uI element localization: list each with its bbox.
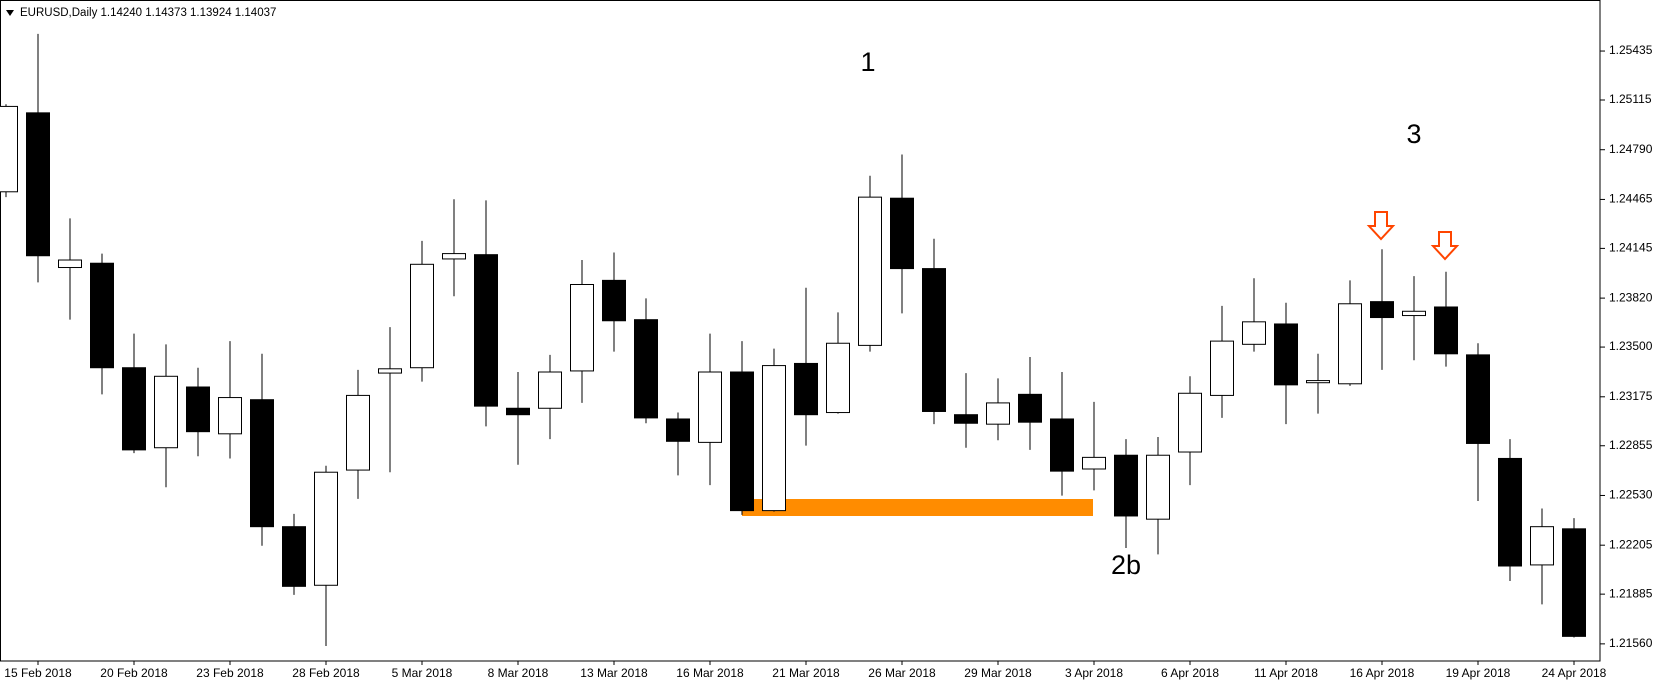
candle-body <box>954 414 978 424</box>
x-tick-label: 21 Mar 2018 <box>772 666 840 680</box>
y-tick-label: 1.22205 <box>1609 537 1653 551</box>
candle-body <box>826 342 850 414</box>
x-tick-label: 28 Feb 2018 <box>292 666 360 680</box>
candle-body <box>986 402 1010 425</box>
candle-body <box>1402 310 1426 317</box>
y-tick-label: 1.22530 <box>1609 488 1653 502</box>
y-tick-label: 1.23820 <box>1609 290 1653 304</box>
candle-body <box>1178 392 1202 453</box>
candle-body <box>26 112 50 257</box>
candle-body <box>890 197 914 270</box>
candle-body <box>90 262 114 369</box>
candle-body <box>570 283 594 372</box>
candle-body <box>730 371 754 512</box>
candle-body <box>250 399 274 528</box>
candle-body <box>186 386 210 433</box>
candle-body <box>1018 393 1042 423</box>
y-tick-label: 1.24145 <box>1609 241 1653 255</box>
y-tick-label: 1.25435 <box>1609 43 1653 57</box>
candle-body <box>1562 528 1586 637</box>
annotation: 3 <box>1406 119 1421 149</box>
x-tick-label: 23 Feb 2018 <box>196 666 264 680</box>
candle-body <box>1434 306 1458 355</box>
candle-body <box>1210 340 1234 396</box>
menu-triangle <box>6 10 14 16</box>
down-arrow <box>1366 211 1396 241</box>
x-tick-label: 11 Apr 2018 <box>1254 666 1318 680</box>
candle-body <box>218 397 242 435</box>
candle-body <box>474 254 498 407</box>
y-tick-label: 1.23175 <box>1609 389 1653 403</box>
candle-body <box>666 418 690 442</box>
annotation: 1 <box>860 47 875 77</box>
x-tick-label: 19 Apr 2018 <box>1446 666 1511 680</box>
candle-body <box>858 196 882 346</box>
y-tick-label: 1.23500 <box>1609 339 1653 353</box>
candle-body <box>1082 456 1106 470</box>
y-tick-label: 1.25115 <box>1609 92 1652 106</box>
x-tick-label: 20 Feb 2018 <box>100 666 168 680</box>
y-tick-label: 1.22855 <box>1609 438 1653 452</box>
candle-body <box>1274 323 1298 386</box>
candle-body <box>538 371 562 409</box>
candle-body <box>602 279 626 322</box>
x-tick-label: 5 Mar 2018 <box>392 666 453 680</box>
down-arrow <box>1430 231 1460 261</box>
candle-body <box>1466 354 1490 444</box>
candle-body <box>282 526 306 587</box>
candle-body <box>1050 418 1074 472</box>
candle-body <box>922 268 946 412</box>
candle-body <box>1114 454 1138 517</box>
candle-body <box>794 362 818 416</box>
candle-body <box>698 371 722 443</box>
candle-body <box>442 253 466 260</box>
chart-title: EURUSD,Daily 1.14240 1.14373 1.13924 1.1… <box>20 7 276 19</box>
y-tick-label: 1.21885 <box>1609 586 1653 600</box>
candle-body <box>410 263 434 369</box>
x-tick-label: 6 Apr 2018 <box>1161 666 1219 680</box>
zone-rectangle <box>742 499 1093 516</box>
candle-body <box>1146 454 1170 520</box>
candle-body <box>1530 526 1554 566</box>
candle-body <box>154 375 178 449</box>
candle-body <box>506 407 530 416</box>
plot-frame <box>0 0 1601 662</box>
candle-body <box>1338 303 1362 385</box>
x-tick-label: 16 Mar 2018 <box>676 666 744 680</box>
candle-body <box>1498 457 1522 567</box>
candle-body <box>634 319 658 419</box>
x-tick-label: 26 Mar 2018 <box>868 666 936 680</box>
candle-body <box>762 365 786 512</box>
candle-body <box>1370 301 1394 319</box>
candle-body <box>346 394 370 471</box>
annotation: 2b <box>1111 550 1141 580</box>
x-tick-label: 13 Mar 2018 <box>580 666 648 680</box>
y-tick-label: 1.24465 <box>1609 192 1653 206</box>
x-tick-label: 29 Mar 2018 <box>964 666 1032 680</box>
x-tick-label: 16 Apr 2018 <box>1350 666 1415 680</box>
candle-body <box>122 367 146 451</box>
x-tick-label: 8 Mar 2018 <box>488 666 549 680</box>
candle-body <box>58 259 82 269</box>
candle-body <box>314 471 338 586</box>
x-tick-label: 24 Apr 2018 <box>1542 666 1607 680</box>
y-tick-label: 1.24790 <box>1609 142 1653 156</box>
candle-body <box>1242 321 1266 345</box>
candle-body <box>378 368 402 374</box>
x-tick-label: 15 Feb 2018 <box>4 666 72 680</box>
x-tick-label: 3 Apr 2018 <box>1065 666 1123 680</box>
candle-body <box>1306 380 1330 384</box>
candle-body <box>0 105 18 193</box>
y-tick-label: 1.21560 <box>1609 636 1653 650</box>
